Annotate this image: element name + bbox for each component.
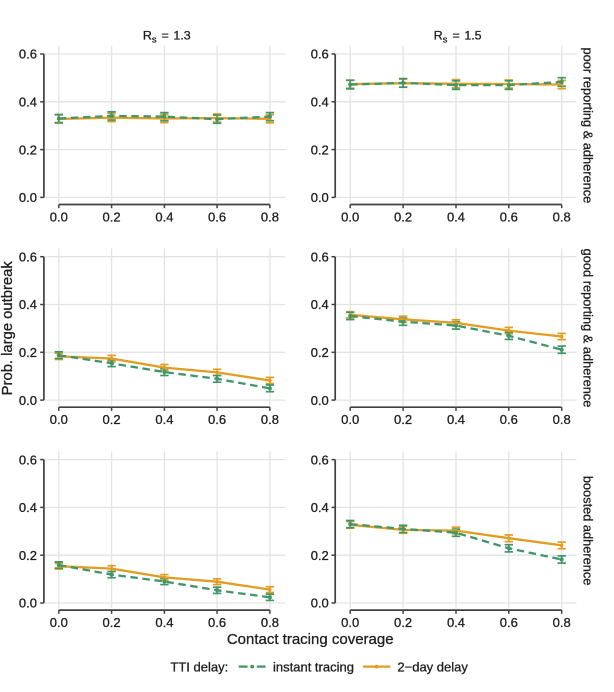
svg-text:0.2: 0.2 xyxy=(394,412,412,427)
svg-text:0.4: 0.4 xyxy=(19,297,37,312)
svg-text:0.4: 0.4 xyxy=(447,412,465,427)
svg-text:0.6: 0.6 xyxy=(311,452,329,467)
svg-text:0.6: 0.6 xyxy=(19,249,37,264)
svg-text:0.2: 0.2 xyxy=(103,209,121,224)
svg-text:0.0: 0.0 xyxy=(341,615,359,630)
svg-text:0.6: 0.6 xyxy=(19,47,37,62)
svg-text:0.4: 0.4 xyxy=(155,412,173,427)
svg-text:0.0: 0.0 xyxy=(341,209,359,224)
svg-text:good reporting & adherence: good reporting & adherence xyxy=(581,249,596,408)
svg-text:0.4: 0.4 xyxy=(155,209,173,224)
svg-text:0.4: 0.4 xyxy=(19,500,37,515)
svg-text:0.2: 0.2 xyxy=(19,345,37,360)
svg-text:0.4: 0.4 xyxy=(311,95,329,110)
svg-text:0.4: 0.4 xyxy=(311,500,329,515)
svg-text:TTI delay:: TTI delay: xyxy=(170,659,228,674)
svg-text:poor reporting & adherence: poor reporting & adherence xyxy=(581,47,596,203)
svg-text:0.2: 0.2 xyxy=(103,412,121,427)
svg-text:0.0: 0.0 xyxy=(19,393,37,408)
svg-text:0.2: 0.2 xyxy=(311,345,329,360)
svg-text:0.6: 0.6 xyxy=(500,412,518,427)
svg-text:0.4: 0.4 xyxy=(447,209,465,224)
svg-text:0.0: 0.0 xyxy=(50,209,68,224)
svg-text:0.2: 0.2 xyxy=(394,209,412,224)
svg-text:0.2: 0.2 xyxy=(311,548,329,563)
svg-text:0.6: 0.6 xyxy=(500,209,518,224)
svg-text:0.8: 0.8 xyxy=(553,615,571,630)
svg-text:0.2: 0.2 xyxy=(103,615,121,630)
svg-text:0.8: 0.8 xyxy=(553,209,571,224)
svg-text:0.8: 0.8 xyxy=(553,412,571,427)
svg-text:0.0: 0.0 xyxy=(311,393,329,408)
svg-text:Rs = 1.5: Rs = 1.5 xyxy=(434,29,482,45)
svg-text:0.4: 0.4 xyxy=(19,95,37,110)
svg-text:0.6: 0.6 xyxy=(19,452,37,467)
svg-text:0.0: 0.0 xyxy=(311,190,329,205)
svg-text:0.2: 0.2 xyxy=(19,142,37,157)
svg-text:instant tracing: instant tracing xyxy=(273,659,354,674)
svg-text:0.0: 0.0 xyxy=(50,412,68,427)
svg-text:0.2: 0.2 xyxy=(19,548,37,563)
svg-text:0.4: 0.4 xyxy=(155,615,173,630)
svg-text:0.6: 0.6 xyxy=(208,615,226,630)
svg-text:0.6: 0.6 xyxy=(500,615,518,630)
svg-text:0.6: 0.6 xyxy=(311,249,329,264)
svg-text:0.2: 0.2 xyxy=(311,142,329,157)
svg-text:0.6: 0.6 xyxy=(208,412,226,427)
svg-text:0.0: 0.0 xyxy=(341,412,359,427)
svg-text:0.8: 0.8 xyxy=(261,615,279,630)
svg-text:0.8: 0.8 xyxy=(261,412,279,427)
svg-text:0.0: 0.0 xyxy=(19,190,37,205)
svg-text:2−day delay: 2−day delay xyxy=(397,659,468,674)
svg-text:Rs = 1.3: Rs = 1.3 xyxy=(143,29,191,45)
svg-text:Prob. large outbreak: Prob. large outbreak xyxy=(0,261,16,396)
svg-text:0.2: 0.2 xyxy=(394,615,412,630)
svg-text:0.4: 0.4 xyxy=(447,615,465,630)
svg-text:boosted adherence: boosted adherence xyxy=(581,476,596,586)
svg-text:0.0: 0.0 xyxy=(311,596,329,611)
svg-text:0.6: 0.6 xyxy=(208,209,226,224)
svg-text:0.0: 0.0 xyxy=(50,615,68,630)
svg-text:0.0: 0.0 xyxy=(19,596,37,611)
svg-text:0.6: 0.6 xyxy=(311,47,329,62)
svg-text:Contact tracing coverage: Contact tracing coverage xyxy=(227,631,394,648)
svg-text:0.8: 0.8 xyxy=(261,209,279,224)
svg-text:0.4: 0.4 xyxy=(311,297,329,312)
